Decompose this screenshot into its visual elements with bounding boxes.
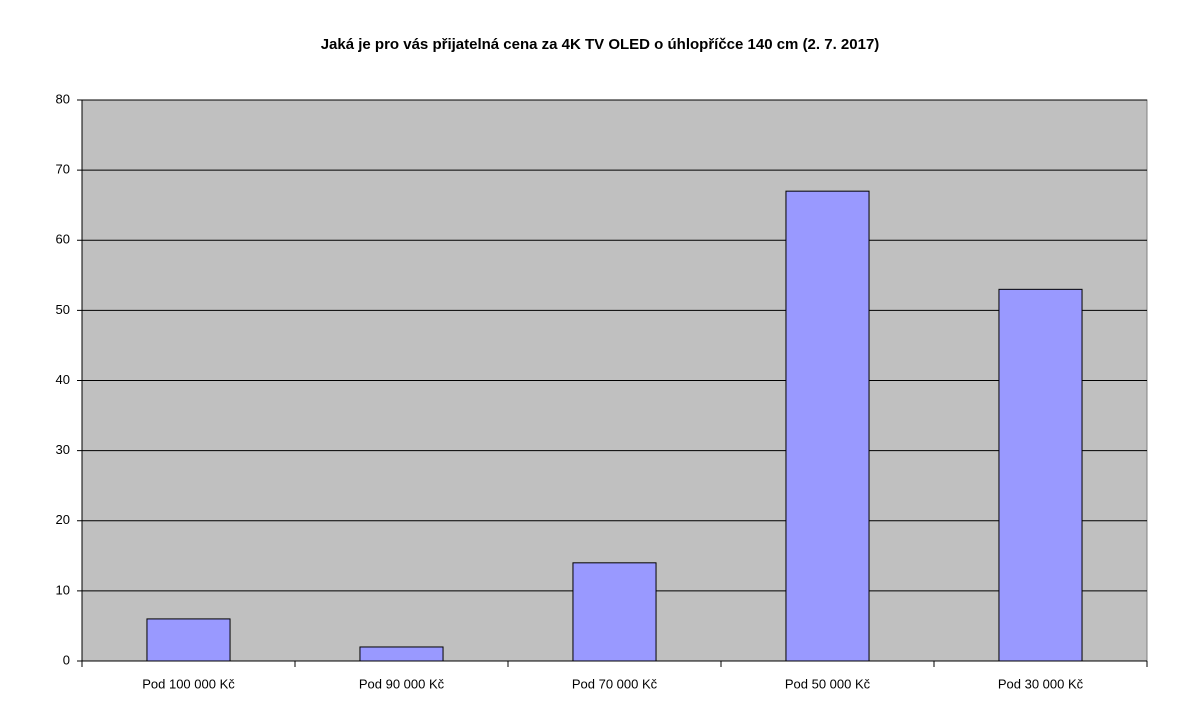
bar: [359, 646, 444, 662]
chart-title: Jaká je pro vás přijatelná cena za 4K TV…: [321, 36, 880, 53]
x-tick-label: Pod 30 000 Kč: [998, 676, 1084, 691]
bar: [998, 288, 1083, 662]
y-tick-label: 50: [56, 302, 70, 317]
y-tick-label: 70: [56, 162, 70, 177]
x-tick-label: Pod 70 000 Kč: [572, 676, 658, 691]
y-tick-label: 0: [63, 652, 70, 667]
bar: [572, 562, 657, 662]
bar: [146, 618, 231, 662]
x-tick-label: Pod 50 000 Kč: [785, 676, 871, 691]
x-tick-label: Pod 100 000 Kč: [142, 676, 235, 691]
y-tick-label: 30: [56, 442, 70, 457]
y-tick-label: 40: [56, 372, 70, 387]
y-tick-label: 10: [56, 582, 70, 597]
y-tick-label: 80: [56, 91, 70, 106]
y-tick-label: 20: [56, 512, 70, 527]
x-tick-label: Pod 90 000 Kč: [359, 676, 445, 691]
y-tick-label: 60: [56, 232, 70, 247]
bar: [785, 190, 870, 662]
